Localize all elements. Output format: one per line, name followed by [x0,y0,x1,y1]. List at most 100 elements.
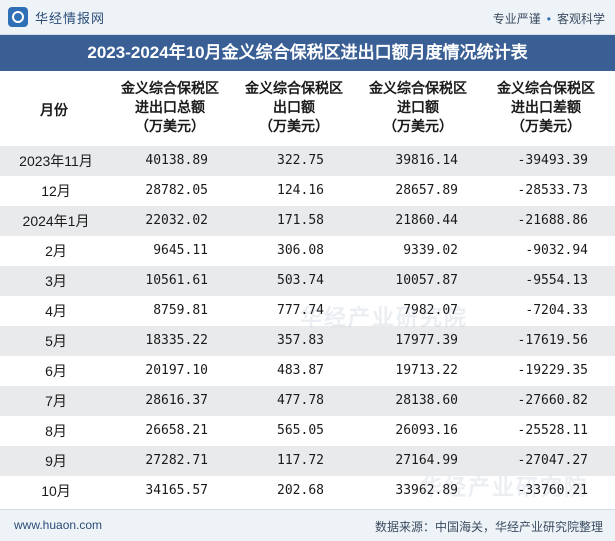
table-row: 12月 28782.05 124.16 28657.89 -28533.73 [0,176,615,206]
cell-export: 171.58 [277,213,324,228]
cell-balance: -7204.33 [525,303,588,318]
dot-separator-icon: • [546,12,551,26]
header-export-line-1: 金义综合保税区 [245,80,343,96]
header-balance-line-2: 进出口差额 [511,99,581,115]
table-row: 2024年1月 22032.02 171.58 21860.44 -21688.… [0,206,615,236]
cell-month: 2月 [45,243,67,259]
header-import-line-1: 金义综合保税区 [369,80,467,96]
cell-export: 777.74 [277,303,324,318]
table-row: 2月 9645.11 306.08 9339.02 -9032.94 [0,236,615,266]
cell-total: 8759.81 [153,303,208,318]
cell-total: 10561.61 [145,273,208,288]
cell-month: 8月 [45,423,67,439]
cell-total: 34165.57 [145,483,208,498]
header-total: 金义综合保税区 进出口总额 （万美元） [108,79,232,136]
cell-export: 306.08 [277,243,324,258]
top-bar: 华经情报网 专业严谨 • 客观科学 [0,0,615,35]
cell-export: 483.87 [277,363,324,378]
cell-balance: -25528.11 [517,423,588,438]
cell-import: 17977.39 [395,333,458,348]
cell-total: 18335.22 [145,333,208,348]
footer: www.huaon.com 数据来源：中国海关，华经产业研究院整理 [0,509,615,541]
footer-site-link[interactable]: www.huaon.com [14,518,103,532]
cell-import: 33962.89 [395,483,458,498]
table-body: 2023年11月 40138.89 322.75 39816.14 -39493… [0,146,615,506]
cell-month: 6月 [45,363,67,379]
brand-name: 华经情报网 [35,10,106,26]
table-row: 10月 34165.57 202.68 33962.89 -33760.21 [0,476,615,506]
cell-import: 7982.07 [403,303,458,318]
cell-import: 28138.60 [395,393,458,408]
cell-import: 9339.02 [403,243,458,258]
header-balance-line-3: （万美元） [511,118,581,134]
cell-import: 39816.14 [395,153,458,168]
cell-month: 10月 [41,483,71,499]
cell-balance: -33760.21 [517,483,588,498]
cell-export: 503.74 [277,273,324,288]
cell-total: 27282.71 [145,453,208,468]
cell-total: 28616.37 [145,393,208,408]
table-row: 3月 10561.61 503.74 10057.87 -9554.13 [0,266,615,296]
brand-logo-icon [8,7,28,27]
header-total-line-3: （万美元） [135,118,205,134]
brand-logo[interactable]: 华经情报网 [8,7,105,27]
cell-export: 124.16 [277,183,324,198]
cell-month: 5月 [45,333,67,349]
cell-balance: -17619.56 [517,333,588,348]
header-total-line-1: 金义综合保税区 [121,80,219,96]
cell-balance: -39493.39 [517,153,588,168]
table-row: 2023年11月 40138.89 322.75 39816.14 -39493… [0,146,615,176]
tagline: 专业严谨 • 客观科学 [493,10,605,27]
cell-month: 2023年11月 [19,153,93,169]
table-row: 5月 18335.22 357.83 17977.39 -17619.56 [0,326,615,356]
cell-balance: -9554.13 [525,273,588,288]
cell-total: 40138.89 [145,153,208,168]
header-balance: 金义综合保税区 进出口差额 （万美元） [480,79,612,136]
header-export: 金义综合保税区 出口额 （万美元） [232,79,356,136]
table-row: 9月 27282.71 117.72 27164.99 -27047.27 [0,446,615,476]
cell-import: 21860.44 [395,213,458,228]
cell-month: 12月 [41,183,71,199]
cell-balance: -9032.94 [525,243,588,258]
cell-export: 477.78 [277,393,324,408]
cell-balance: -27660.82 [517,393,588,408]
cell-balance: -27047.27 [517,453,588,468]
cell-import: 28657.89 [395,183,458,198]
cell-total: 28782.05 [145,183,208,198]
tagline-left: 专业严谨 [492,12,541,26]
cell-balance: -19229.35 [517,363,588,378]
cell-import: 26093.16 [395,423,458,438]
footer-source: 数据来源：中国海关，华经产业研究院整理 [374,520,603,534]
cell-import: 27164.99 [395,453,458,468]
cell-total: 26658.21 [145,423,208,438]
cell-month: 9月 [45,453,67,469]
cell-export: 565.05 [277,423,324,438]
header-export-line-2: 出口额 [273,99,315,115]
header-import-line-2: 进口额 [397,99,439,115]
header-balance-line-1: 金义综合保税区 [497,80,595,96]
cell-month: 7月 [45,393,67,409]
header-import: 金义综合保税区 进口额 （万美元） [356,79,480,136]
table-row: 7月 28616.37 477.78 28138.60 -27660.82 [0,386,615,416]
table-row: 8月 26658.21 565.05 26093.16 -25528.11 [0,416,615,446]
table-row: 6月 20197.10 483.87 19713.22 -19229.35 [0,356,615,386]
cell-balance: -21688.86 [517,213,588,228]
header-month: 月份 [40,102,68,118]
cell-export: 117.72 [277,453,324,468]
cell-import: 10057.87 [395,273,458,288]
tagline-right: 客观科学 [556,12,605,26]
cell-export: 202.68 [277,483,324,498]
cell-total: 9645.11 [153,243,208,258]
cell-balance: -28533.73 [517,183,588,198]
cell-import: 19713.22 [395,363,458,378]
header-import-line-3: （万美元） [383,118,453,134]
cell-total: 20197.10 [145,363,208,378]
cell-month: 3月 [45,273,67,289]
cell-export: 357.83 [277,333,324,348]
cell-total: 22032.02 [145,213,208,228]
cell-export: 322.75 [277,153,324,168]
header-total-line-2: 进出口总额 [135,99,205,115]
header-export-line-3: （万美元） [259,118,329,134]
table-title: 2023-2024年10月金义综合保税区进出口额月度情况统计表 [0,35,615,71]
